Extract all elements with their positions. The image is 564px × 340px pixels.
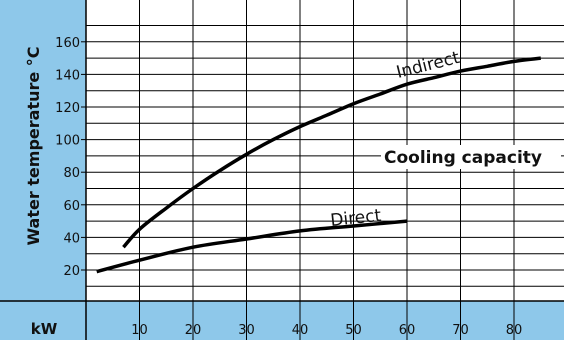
y-tick-label-80: 80 xyxy=(63,166,80,181)
x-tick-label-30: 30 xyxy=(238,323,255,338)
x-axis-unit-label: kW xyxy=(31,320,58,338)
y-tick-label-60: 60 xyxy=(63,199,80,214)
x-tick-label-20: 20 xyxy=(185,323,202,338)
annotation-background xyxy=(381,145,561,169)
x-axis-panel xyxy=(0,301,564,340)
y-tick-label-100: 100 xyxy=(55,134,80,149)
x-tick-label-70: 70 xyxy=(452,323,469,338)
y-tick-labels: 20 40 60 80 100 120 140 160 xyxy=(55,36,86,279)
cooling-capacity-label: Cooling capacity xyxy=(384,148,542,168)
x-tick-label-40: 40 xyxy=(292,323,309,338)
y-axis-panel xyxy=(0,0,86,340)
y-tick-label-120: 120 xyxy=(55,101,80,116)
x-tick-label-60: 60 xyxy=(399,323,416,338)
x-tick-labels: 10 20 30 40 50 60 70 80 xyxy=(131,323,522,338)
y-tick-label-40: 40 xyxy=(63,231,80,246)
y-tick-label-160: 160 xyxy=(55,36,80,51)
y-tick-label-20: 20 xyxy=(63,264,80,279)
x-tick-label-10: 10 xyxy=(131,323,148,338)
x-tick-label-50: 50 xyxy=(345,323,362,338)
curve-direct xyxy=(96,219,408,274)
y-tick-label-140: 140 xyxy=(55,68,80,83)
curve-indirect xyxy=(122,56,541,249)
x-tick-label-80: 80 xyxy=(506,323,523,338)
curves xyxy=(96,56,541,274)
y-axis-label: Water temperature °C xyxy=(24,46,43,245)
